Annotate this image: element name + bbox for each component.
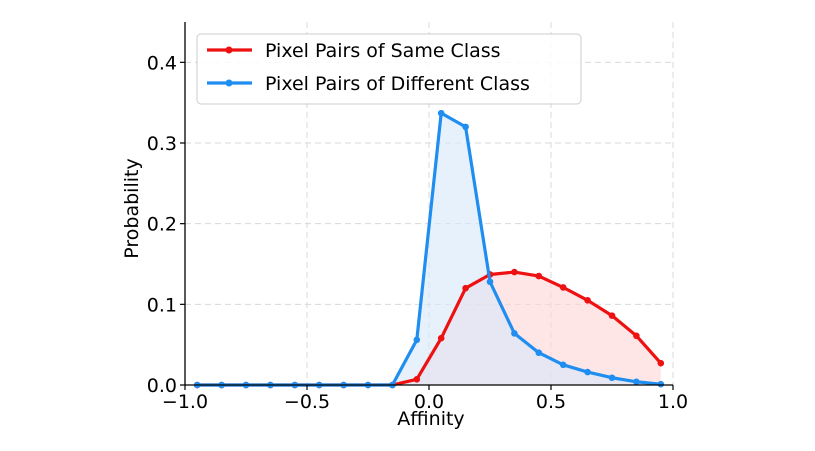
series-1-point [559,284,567,291]
x-tick-label: −1.0 [162,391,208,413]
legend-swatch-marker [225,79,233,87]
y-tick-label: 0.1 [147,294,177,316]
series-2-point [437,109,445,117]
series-2-point [584,368,591,376]
series-2-point [535,349,543,357]
series-1-point [511,268,518,276]
y-tick-label: 0.3 [147,133,177,155]
series-1-point [437,334,445,342]
legend-box [196,33,582,105]
series-1-point [657,359,665,367]
legend-label: Pixel Pairs of Same Class [265,40,501,62]
y-tick-label: 0.0 [147,375,177,397]
series-2-point [462,123,469,131]
x-tick-label: 1.0 [658,391,688,413]
legend: Pixel Pairs of Same Class Pixel Pairs of … [196,33,582,105]
series-1-point [608,312,616,319]
series-2-point [413,336,421,344]
series-area-2 [197,113,661,386]
series-2-point [657,380,665,388]
legend-label: Pixel Pairs of Different Class [265,73,530,95]
series-1-point [584,297,591,304]
series-1-point [413,376,421,383]
series-2-point [559,361,567,369]
series-1-point [462,284,469,292]
y-tick-label: 0.4 [147,52,177,74]
tick-layer: −1.0 −0.5 0.0 0.5 1.0 0.0 0.1 0.2 0.3 0.4 [147,52,688,413]
series-2-point [608,374,616,382]
series-2-point [486,278,494,286]
x-tick-label: 0.5 [536,391,566,413]
legend-swatch-marker [225,46,233,54]
series-2-point [511,330,518,337]
series-1-point [535,272,543,280]
x-axis-label: Affinity [397,408,464,430]
series-1-point [633,332,640,340]
x-tick-label: 0.0 [414,391,444,413]
y-axis-label: Probability [121,158,143,258]
x-tick-label: −0.5 [284,391,330,413]
series-2-point [633,378,640,386]
y-tick-label: 0.2 [147,214,177,236]
